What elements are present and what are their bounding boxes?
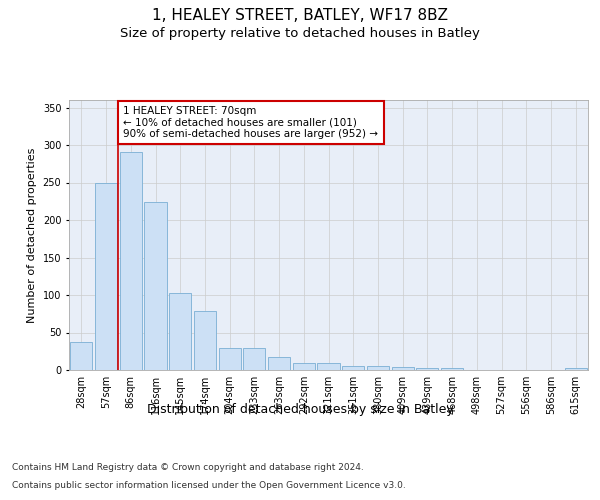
Bar bbox=[317, 362, 340, 370]
Bar bbox=[392, 367, 414, 370]
Bar bbox=[416, 368, 439, 370]
Bar bbox=[218, 348, 241, 370]
Bar bbox=[268, 356, 290, 370]
Bar bbox=[70, 342, 92, 370]
Text: Contains HM Land Registry data © Crown copyright and database right 2024.: Contains HM Land Registry data © Crown c… bbox=[12, 462, 364, 471]
Y-axis label: Number of detached properties: Number of detached properties bbox=[27, 148, 37, 322]
Text: Distribution of detached houses by size in Batley: Distribution of detached houses by size … bbox=[146, 402, 454, 415]
Bar bbox=[169, 292, 191, 370]
Bar bbox=[243, 348, 265, 370]
Text: 1 HEALEY STREET: 70sqm
← 10% of detached houses are smaller (101)
90% of semi-de: 1 HEALEY STREET: 70sqm ← 10% of detached… bbox=[124, 106, 379, 139]
Bar bbox=[441, 368, 463, 370]
Bar bbox=[293, 362, 315, 370]
Bar bbox=[194, 310, 216, 370]
Text: Size of property relative to detached houses in Batley: Size of property relative to detached ho… bbox=[120, 28, 480, 40]
Bar bbox=[342, 366, 364, 370]
Bar bbox=[145, 202, 167, 370]
Bar bbox=[565, 368, 587, 370]
Text: Contains public sector information licensed under the Open Government Licence v3: Contains public sector information licen… bbox=[12, 481, 406, 490]
Text: 1, HEALEY STREET, BATLEY, WF17 8BZ: 1, HEALEY STREET, BATLEY, WF17 8BZ bbox=[152, 8, 448, 22]
Bar bbox=[95, 182, 117, 370]
Bar bbox=[367, 366, 389, 370]
Bar bbox=[119, 152, 142, 370]
